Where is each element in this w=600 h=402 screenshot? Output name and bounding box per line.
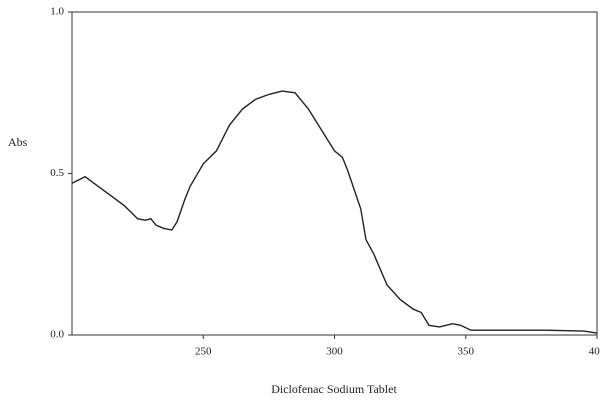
x-tick-label: 400 bbox=[589, 346, 600, 358]
y-axis-label: Abs bbox=[8, 135, 28, 149]
y-tick-label: 0.0 bbox=[50, 329, 64, 341]
y-tick-label: 1.0 bbox=[50, 6, 64, 18]
spectrum-line bbox=[71, 90, 598, 334]
x-axis-label: Diclofenac Sodium Tablet bbox=[271, 382, 397, 396]
plot-frame bbox=[71, 11, 598, 336]
y-tick-label: 0.5 bbox=[50, 167, 64, 179]
x-tick-label: 250 bbox=[195, 346, 212, 358]
x-tick-label: 300 bbox=[326, 346, 343, 358]
x-tick-label: 350 bbox=[458, 346, 475, 358]
